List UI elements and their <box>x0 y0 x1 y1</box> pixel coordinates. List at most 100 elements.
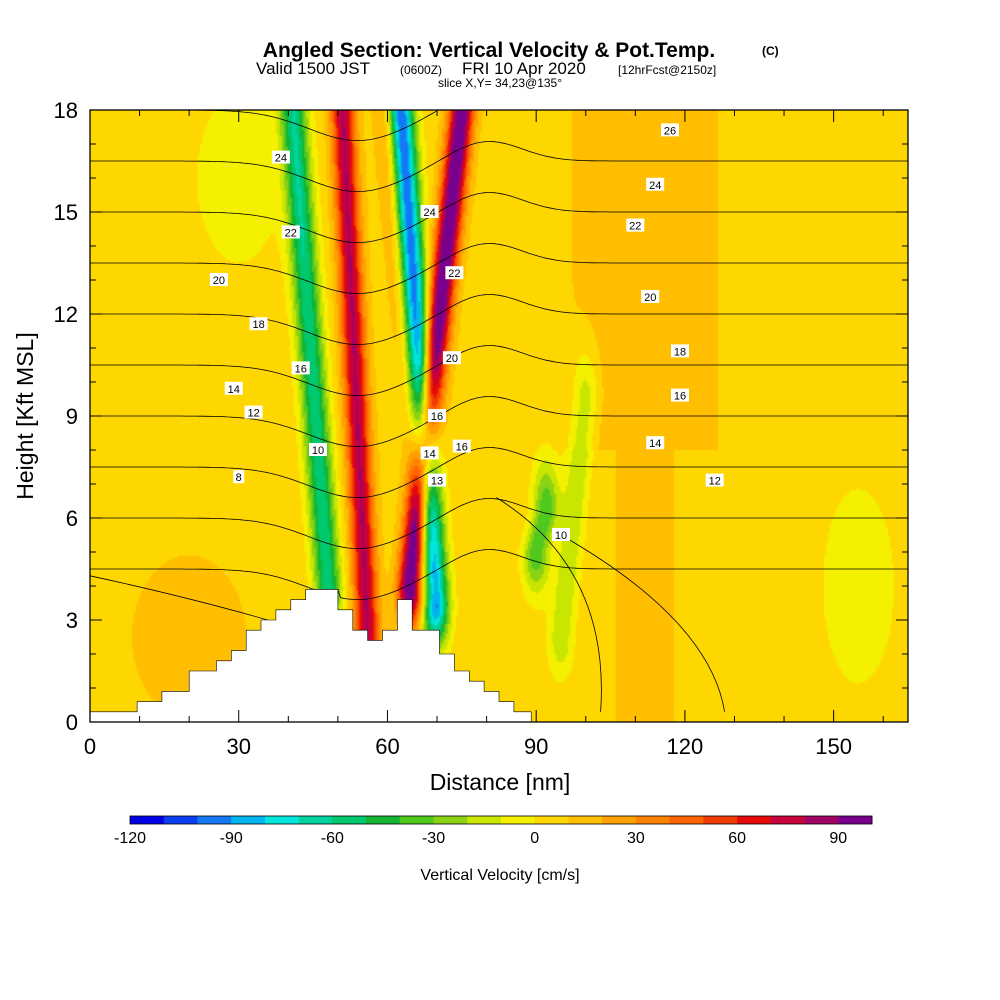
colorbar-tick-label: -60 <box>321 830 344 847</box>
colorbar-swatch <box>602 816 637 824</box>
contour-label-text: 24 <box>423 207 435 219</box>
contour-label-text: 14 <box>228 384 240 396</box>
contour-label-bg <box>281 225 300 239</box>
contour-label: 18 <box>671 344 689 358</box>
contour-label: 8 <box>233 470 245 484</box>
title-valid-prefix: Valid 1500 JST <box>256 59 370 78</box>
isentrope <box>90 549 908 601</box>
x-tick-label: 60 <box>375 734 399 759</box>
contour-label-text: 14 <box>423 448 435 460</box>
contour-label: 16 <box>671 388 689 403</box>
contour-label-bg <box>671 388 689 402</box>
contour-label-text: 12 <box>247 408 259 420</box>
colorbar-tick-label: 90 <box>829 830 847 847</box>
contour-label: 18 <box>249 317 268 331</box>
contour-label: 10 <box>552 528 570 542</box>
contour-label-text: 26 <box>664 125 676 137</box>
colorbar-tick-label: 0 <box>530 830 539 847</box>
contour-label-bg <box>705 473 724 487</box>
contour-label: 24 <box>646 177 665 192</box>
x-tick-label: 30 <box>226 734 250 759</box>
colorbar-tick-label: 60 <box>728 830 746 847</box>
contour-label-text: 14 <box>649 438 661 450</box>
contour-label-bg <box>209 273 228 286</box>
colorbar-swatch <box>264 816 300 824</box>
contour-label-text: 16 <box>295 363 307 375</box>
contour-label-bg <box>309 443 327 456</box>
colorbar-swatch <box>703 816 738 824</box>
contour-label-bg <box>552 528 570 541</box>
contour-label: 20 <box>209 273 228 287</box>
colorbar-tick-label: 30 <box>627 830 645 847</box>
colorbar-label: Vertical Velocity [cm/s] <box>420 867 579 884</box>
contour-label-bg <box>442 351 461 365</box>
contour-label-text: 10 <box>555 530 567 542</box>
contour-label-text: 16 <box>674 391 686 403</box>
contour-label: 22 <box>281 225 300 239</box>
title-valid-z: (0600Z) <box>400 63 442 77</box>
contour-label-bg <box>452 439 471 453</box>
isentrope <box>560 534 725 712</box>
contour-label: 24 <box>420 205 439 219</box>
contour-label: 14 <box>420 446 439 460</box>
isentrope <box>90 110 908 142</box>
x-tick-label: 90 <box>524 734 548 759</box>
colorbar-swatch <box>804 816 839 824</box>
y-tick-label: 18 <box>54 98 78 123</box>
contour-label: 14 <box>224 381 243 396</box>
colorbar-swatch <box>467 816 502 824</box>
contour-label-text: 13 <box>431 476 443 488</box>
contour-label: 14 <box>646 436 665 450</box>
contour-label-text: 20 <box>644 292 656 304</box>
colorbar-swatch <box>130 816 165 824</box>
x-axis: 0 30 60 90 120 150 <box>84 110 884 759</box>
contour-label: 22 <box>445 266 464 280</box>
title-valid-fcst: [12hrFcst@2150z] <box>618 63 716 77</box>
contour-label-text: 22 <box>285 227 297 239</box>
colorbar-tick-label: -90 <box>220 830 243 847</box>
colorbar-swatch <box>298 816 333 824</box>
isentrope <box>90 447 908 499</box>
contour-label-text: 24 <box>275 153 287 165</box>
terrain-profile <box>89 589 908 723</box>
contour-label: 22 <box>626 218 645 233</box>
contour-label-bg <box>646 177 665 191</box>
contour-label-bg <box>428 409 446 422</box>
contour-label-text: 8 <box>236 472 242 484</box>
x-tick-label: 120 <box>667 734 704 759</box>
colorbar-swatch <box>366 816 401 824</box>
contour-label-bg <box>671 344 689 358</box>
colorbar-swatch <box>332 816 367 824</box>
colorbar-swatch <box>501 816 536 824</box>
contour-label-bg <box>428 473 446 487</box>
contour-label-bg <box>661 123 679 137</box>
colorbar-swatch <box>669 816 704 824</box>
colorbar-swatch <box>737 816 772 824</box>
isentrope <box>496 497 602 712</box>
isentrope <box>90 396 908 448</box>
contour-label: 16 <box>291 361 310 375</box>
potential-temperature-contours <box>90 110 908 713</box>
contour-label-bg <box>641 290 660 303</box>
contour-label-bg <box>224 381 243 395</box>
isentrope <box>90 192 908 244</box>
y-tick-label: 0 <box>66 710 78 735</box>
contour-label: 10 <box>309 443 327 457</box>
contour-label-bg <box>445 266 464 280</box>
y-tick-label: 15 <box>54 200 78 225</box>
colorbar-frame <box>129 815 873 825</box>
colorbar-swatch <box>568 816 603 824</box>
title-valid-date: FRI 10 Apr 2020 <box>462 59 586 78</box>
chart-title: Angled Section: Vertical Velocity & Pot.… <box>256 39 779 90</box>
contour-label-text: 16 <box>431 411 443 423</box>
contour-label-bg <box>420 446 439 460</box>
contour-label: 26 <box>661 123 679 137</box>
colorbar-swatch <box>197 816 232 824</box>
contour-label-bg <box>420 205 439 218</box>
contour-label-bg <box>271 150 290 164</box>
contour-label-bg <box>646 436 665 450</box>
colorbar-swatch <box>433 816 468 824</box>
contour-label: 20 <box>641 290 660 304</box>
colorbar-tick-label: -120 <box>114 830 146 847</box>
